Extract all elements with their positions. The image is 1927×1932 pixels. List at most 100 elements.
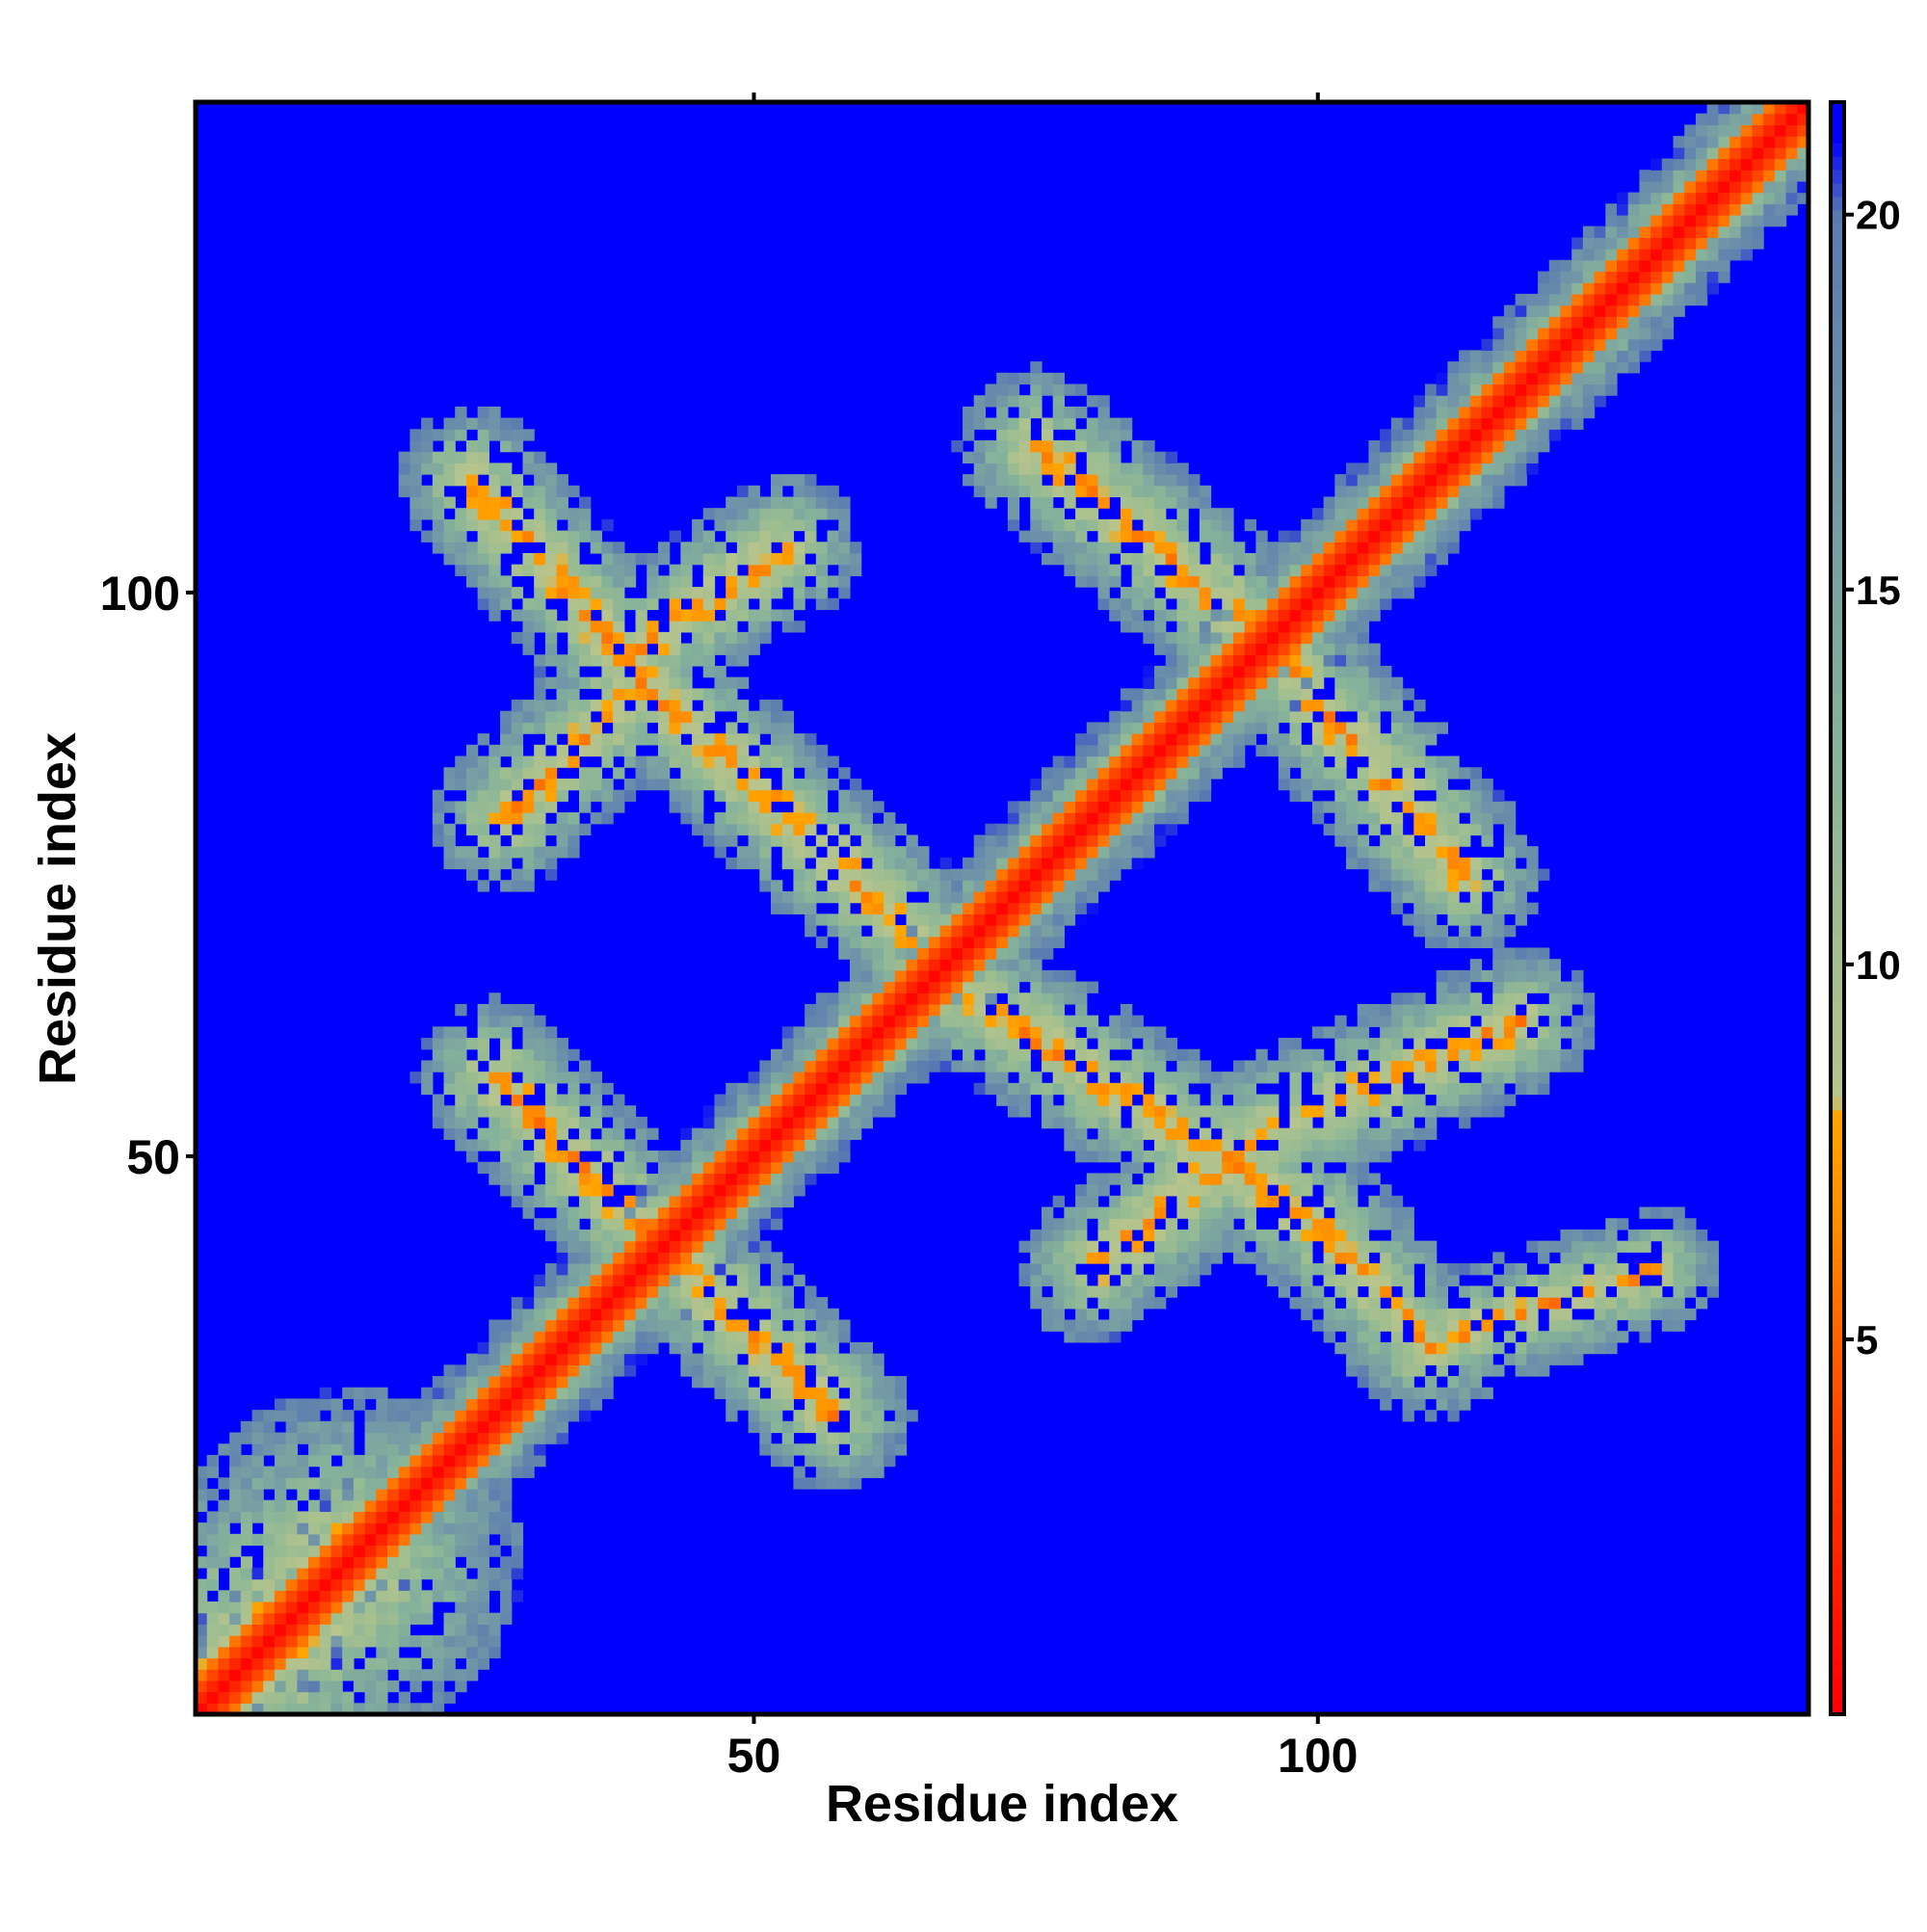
heatmap-cell xyxy=(1052,1229,1065,1242)
heatmap-cell xyxy=(1075,733,1088,746)
heatmap-cell xyxy=(1097,1026,1110,1039)
heatmap-cell xyxy=(1131,1308,1144,1321)
heatmap-cell xyxy=(714,1319,726,1332)
heatmap-cell xyxy=(206,1669,220,1681)
heatmap-cell xyxy=(748,1139,760,1151)
heatmap-cell xyxy=(702,564,716,576)
heatmap-cell xyxy=(1210,542,1223,554)
heatmap-cell xyxy=(815,1308,829,1321)
heatmap-cell xyxy=(544,1184,558,1197)
heatmap-cell xyxy=(647,1252,659,1264)
heatmap-cell xyxy=(1368,597,1381,611)
heatmap-cell xyxy=(1064,1116,1076,1129)
heatmap-cell xyxy=(1413,530,1426,543)
heatmap-cell xyxy=(1380,575,1392,588)
heatmap-cell xyxy=(1075,1048,1088,1062)
heatmap-cell xyxy=(568,1387,580,1400)
heatmap-cell xyxy=(635,1308,647,1321)
heatmap-cell xyxy=(759,700,772,712)
heatmap-cell xyxy=(477,417,489,430)
heatmap-cell xyxy=(1357,1297,1370,1310)
heatmap-cell xyxy=(568,1218,580,1231)
heatmap-cell xyxy=(736,1398,750,1411)
heatmap-cell xyxy=(894,1038,908,1050)
heatmap-cell xyxy=(455,1432,467,1444)
heatmap-cell xyxy=(894,902,908,914)
heatmap-cell xyxy=(884,834,896,847)
heatmap-cell xyxy=(443,1556,456,1569)
heatmap-cell xyxy=(556,1038,568,1050)
heatmap-cell xyxy=(714,676,726,689)
heatmap-cell xyxy=(285,1590,298,1602)
heatmap-cell xyxy=(409,1578,422,1591)
heatmap-cell xyxy=(726,789,738,802)
heatmap-cell xyxy=(1447,372,1460,385)
heatmap-cell xyxy=(939,1048,952,1062)
heatmap-cell xyxy=(759,801,772,813)
heatmap-cell xyxy=(805,755,817,768)
heatmap-cell xyxy=(500,1522,513,1535)
heatmap-cell xyxy=(669,654,681,667)
heatmap-cell xyxy=(1176,643,1189,655)
heatmap-cell xyxy=(1064,1252,1076,1264)
heatmap-cell xyxy=(229,1669,242,1681)
heatmap-cell xyxy=(1086,868,1099,881)
heatmap-cell xyxy=(1018,451,1031,463)
heatmap-cell xyxy=(1210,700,1223,712)
heatmap-cell xyxy=(488,587,501,599)
heatmap-cell xyxy=(771,508,783,520)
heatmap-cell xyxy=(319,1578,332,1591)
heatmap-cell xyxy=(680,1285,693,1298)
heatmap-cell xyxy=(285,1624,298,1636)
heatmap-cell xyxy=(1447,518,1460,532)
heatmap-cell xyxy=(884,969,896,983)
heatmap-cell xyxy=(1323,643,1335,655)
heatmap-cell xyxy=(590,1364,603,1377)
heatmap-cell xyxy=(1357,857,1370,870)
heatmap-cell xyxy=(894,1420,908,1434)
heatmap-cell xyxy=(702,1274,716,1287)
heatmap-cell xyxy=(1030,1038,1043,1050)
heatmap-cell xyxy=(1323,722,1335,734)
heatmap-cell xyxy=(488,755,501,768)
heatmap-cell xyxy=(985,1060,997,1072)
heatmap-cell xyxy=(342,1545,355,1557)
heatmap-cell xyxy=(443,518,456,532)
heatmap-cell xyxy=(477,1454,489,1468)
heatmap-cell xyxy=(364,1420,377,1434)
heatmap-cell xyxy=(680,621,693,633)
heatmap-cell xyxy=(1120,700,1133,712)
heatmap-cell xyxy=(579,597,592,611)
heatmap-cell xyxy=(1097,1060,1110,1072)
heatmap-cell xyxy=(872,1454,884,1468)
heatmap-cell xyxy=(849,1072,862,1084)
heatmap-cell xyxy=(1278,700,1291,712)
heatmap-cell xyxy=(1380,542,1392,554)
heatmap-cell xyxy=(1007,429,1020,441)
heatmap-cell xyxy=(963,981,975,993)
heatmap-cell xyxy=(838,834,851,847)
heatmap-cell xyxy=(1357,1376,1370,1389)
heatmap-cell xyxy=(1064,384,1076,396)
heatmap-cell xyxy=(1086,733,1099,746)
heatmap-cell xyxy=(229,1511,242,1523)
heatmap-cell xyxy=(432,1105,445,1118)
heatmap-cell xyxy=(1086,395,1099,408)
heatmap-cell xyxy=(364,1511,377,1523)
heatmap-cell xyxy=(285,1466,298,1478)
heatmap-cell xyxy=(455,1398,467,1411)
heatmap-cell xyxy=(477,1489,489,1501)
heatmap-cell xyxy=(1109,530,1122,543)
heatmap-cell xyxy=(319,1680,332,1693)
heatmap-cell xyxy=(985,384,997,396)
heatmap-cell xyxy=(568,1184,580,1197)
heatmap-cell xyxy=(1311,1297,1325,1310)
heatmap-cell xyxy=(613,621,625,633)
heatmap-cell xyxy=(330,1410,343,1422)
heatmap-cell xyxy=(432,1590,445,1602)
heatmap-cell xyxy=(285,1398,298,1411)
heatmap-cell xyxy=(590,1072,603,1084)
heatmap-cell xyxy=(906,1048,918,1062)
heatmap-cell xyxy=(1368,880,1381,892)
